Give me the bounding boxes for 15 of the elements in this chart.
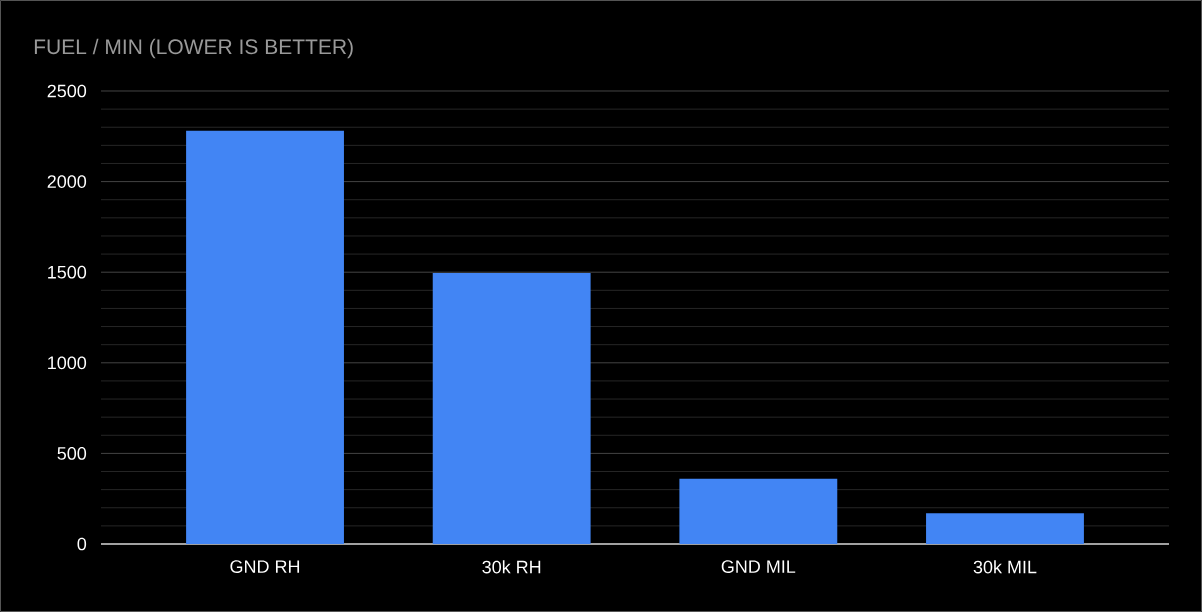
bar bbox=[679, 478, 838, 544]
bar bbox=[926, 513, 1084, 544]
x-tick-label: GND MIL bbox=[721, 560, 796, 573]
x-tick-label: 30k RH bbox=[482, 560, 541, 574]
y-tick-label: 2000 bbox=[47, 175, 87, 188]
y-tick-label: 500 bbox=[57, 447, 87, 460]
y-tick-label: 1500 bbox=[48, 265, 87, 279]
bar bbox=[432, 273, 591, 544]
y-tick-label: 1000 bbox=[48, 356, 87, 370]
y-tick-label: 0 bbox=[77, 537, 87, 551]
y-tick-label: 2500 bbox=[47, 84, 87, 98]
chart-title: FUEL / MIN (LOWER IS BETTER) bbox=[34, 38, 353, 59]
x-tick-label: GND RH bbox=[230, 560, 300, 573]
bar bbox=[186, 130, 344, 544]
x-tick-label: 30k MIL bbox=[973, 560, 1037, 574]
